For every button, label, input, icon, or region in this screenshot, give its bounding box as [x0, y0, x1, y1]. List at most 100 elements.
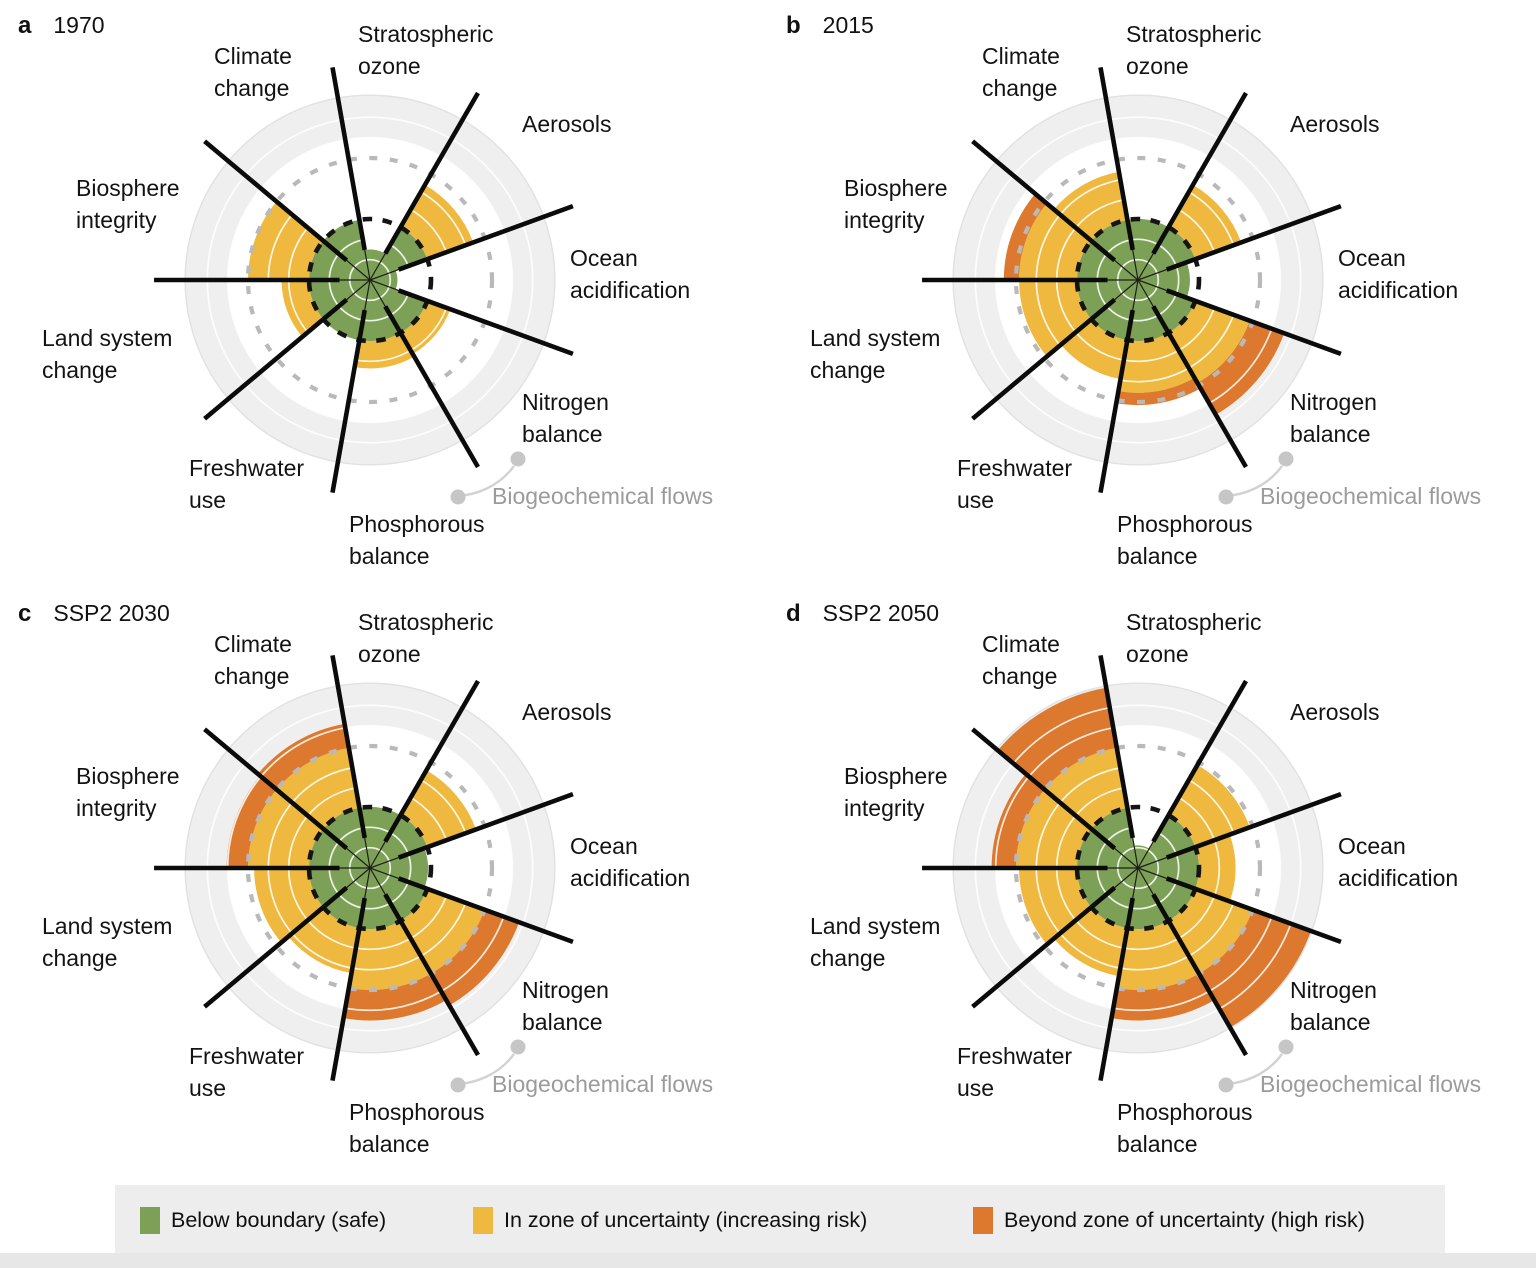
- sector-spoke: [397, 288, 574, 357]
- chart-panel-b: b 2015 Biogeochemical flows Climate change…: [768, 0, 1536, 585]
- sector-land-system-change: [1019, 280, 1138, 357]
- legend-label-uncertainty: In zone of uncertainty (increasing risk): [504, 1208, 868, 1232]
- sector-biosphere-integrity: [248, 201, 370, 280]
- label-line-1: Ocean: [570, 245, 638, 271]
- sector-spoke: [1165, 288, 1342, 357]
- label-line-1: Climate: [982, 631, 1060, 657]
- bottom-strip: [0, 1253, 1536, 1268]
- label-line-2: use: [189, 487, 227, 513]
- sector-label-freshwater-use: Freshwater use: [189, 452, 304, 516]
- label-line-2: change: [810, 945, 886, 971]
- label-line-2: balance: [349, 1131, 430, 1157]
- wedge-green: [1127, 868, 1169, 929]
- biogeochemical-flows-connector: [450, 451, 526, 505]
- biogeochemical-flows-label: Biogeochemical flows: [492, 1071, 714, 1097]
- label-line-1: Ocean: [1338, 833, 1406, 859]
- wedge-green: [359, 868, 401, 929]
- wedge-green: [1134, 845, 1150, 868]
- sector-biosphere-integrity: [226, 775, 370, 868]
- sector-stratospheric-ozone: [364, 249, 386, 280]
- panel-title: b 2015: [786, 12, 874, 40]
- sector-spoke: [383, 305, 480, 469]
- panel-title-text: SSP2 2030: [53, 600, 170, 626]
- label-line-2: change: [42, 945, 118, 971]
- sector-nitrogen-balance: [1138, 280, 1285, 415]
- legend-item-high-risk: Beyond zone of uncertainty (high risk): [973, 1207, 1365, 1234]
- boundary-dashed-circle: [306, 804, 434, 932]
- wedge-green: [1127, 219, 1169, 280]
- wedge-green: [1091, 868, 1138, 929]
- label-line-2: change: [982, 75, 1058, 101]
- label-line-1: Freshwater: [957, 1043, 1073, 1069]
- label-line-1: Biosphere: [844, 175, 948, 201]
- legend-swatch-yellow: [473, 1207, 493, 1234]
- sector-label-phosphorous-balance: Phosphorous balance: [1117, 508, 1253, 572]
- panel-title-text: 2015: [822, 12, 874, 38]
- label-line-1: Stratospheric: [358, 21, 494, 47]
- sector-spoke: [397, 876, 574, 945]
- wedge-green: [309, 868, 370, 908]
- sector-spoke: [203, 139, 349, 263]
- label-line-1: Phosphorous: [1117, 511, 1253, 537]
- label-line-2: ozone: [358, 641, 421, 667]
- legend-label-safe: Below boundary (safe): [171, 1208, 387, 1232]
- label-line-2: acidification: [570, 277, 691, 303]
- panel-title-text: SSP2 2050: [822, 600, 940, 626]
- label-line-2: change: [810, 357, 886, 383]
- label-line-1: Ocean: [1338, 245, 1406, 271]
- sector-land-system-change: [254, 868, 370, 943]
- label-line-1: Climate: [214, 631, 292, 657]
- label-line-1: Ocean: [570, 833, 638, 859]
- sector-label-nitrogen-balance: Nitrogen balance: [522, 974, 609, 1038]
- wedge-yellow: [248, 201, 324, 280]
- sector-spoke: [1098, 309, 1135, 494]
- sector-climate-change: [257, 723, 370, 868]
- label-line-1: Nitrogen: [522, 389, 609, 415]
- sector-label-ocean-acidification: Ocean acidification: [1338, 242, 1458, 306]
- chart-panel-d: d SSP2 2050 Biogeochemical flows Climate c…: [768, 588, 1536, 1173]
- wedge-orange: [1111, 973, 1215, 1021]
- chart-panel-a: a 1970 Biogeochemical flows Climate change…: [0, 0, 768, 585]
- label-line-2: integrity: [844, 207, 925, 233]
- wedge-green: [1077, 240, 1138, 280]
- sector-spoke: [383, 893, 480, 1057]
- wedge-yellow: [354, 332, 415, 369]
- label-line-1: Climate: [982, 43, 1060, 69]
- uncertainty-zone-dashed-circle: [1013, 743, 1263, 993]
- connector-dot-top: [510, 1039, 526, 1055]
- panel-letter: a: [18, 12, 32, 39]
- label-line-2: balance: [1290, 421, 1371, 447]
- sector-spoke: [1165, 203, 1342, 272]
- label-line-1: Aerosols: [522, 111, 612, 137]
- label-line-1: Biosphere: [76, 763, 180, 789]
- legend-item-uncertainty: In zone of uncertainty (increasing risk): [473, 1207, 867, 1234]
- wedge-yellow: [1168, 300, 1250, 384]
- wedge-green: [1077, 280, 1138, 320]
- wedge-green: [1127, 280, 1169, 341]
- label-line-2: balance: [1290, 1009, 1371, 1035]
- connector-dot-top: [1278, 451, 1294, 467]
- wedge-orange: [991, 773, 1045, 868]
- panel-title: a 1970: [18, 12, 105, 40]
- wedge-green: [370, 848, 428, 888]
- wedge-orange: [1197, 320, 1285, 415]
- label-line-2: change: [214, 663, 290, 689]
- sector-spoke: [383, 679, 480, 843]
- sector-label-nitrogen-balance: Nitrogen balance: [522, 386, 609, 450]
- sector-climate-change: [323, 219, 370, 280]
- wedge-green: [323, 219, 370, 280]
- label-line-2: balance: [349, 543, 430, 569]
- legend-swatch-green: [140, 1207, 160, 1234]
- label-line-2: acidification: [1338, 277, 1459, 303]
- wedge-green: [308, 240, 370, 280]
- sector-label-stratospheric-ozone: Stratospheric ozone: [1126, 18, 1262, 82]
- sector-spoke: [971, 885, 1117, 1009]
- label-line-1: Phosphorous: [349, 1099, 485, 1125]
- wedge-green: [364, 249, 386, 280]
- planetary-boundaries-chart: [922, 66, 1342, 505]
- sector-label-aerosols: Aerosols: [522, 696, 611, 728]
- sector-label-nitrogen-balance: Nitrogen balance: [1290, 386, 1377, 450]
- sector-label-climate-change: Climate change: [982, 628, 1060, 692]
- label-line-1: Land system: [810, 913, 941, 939]
